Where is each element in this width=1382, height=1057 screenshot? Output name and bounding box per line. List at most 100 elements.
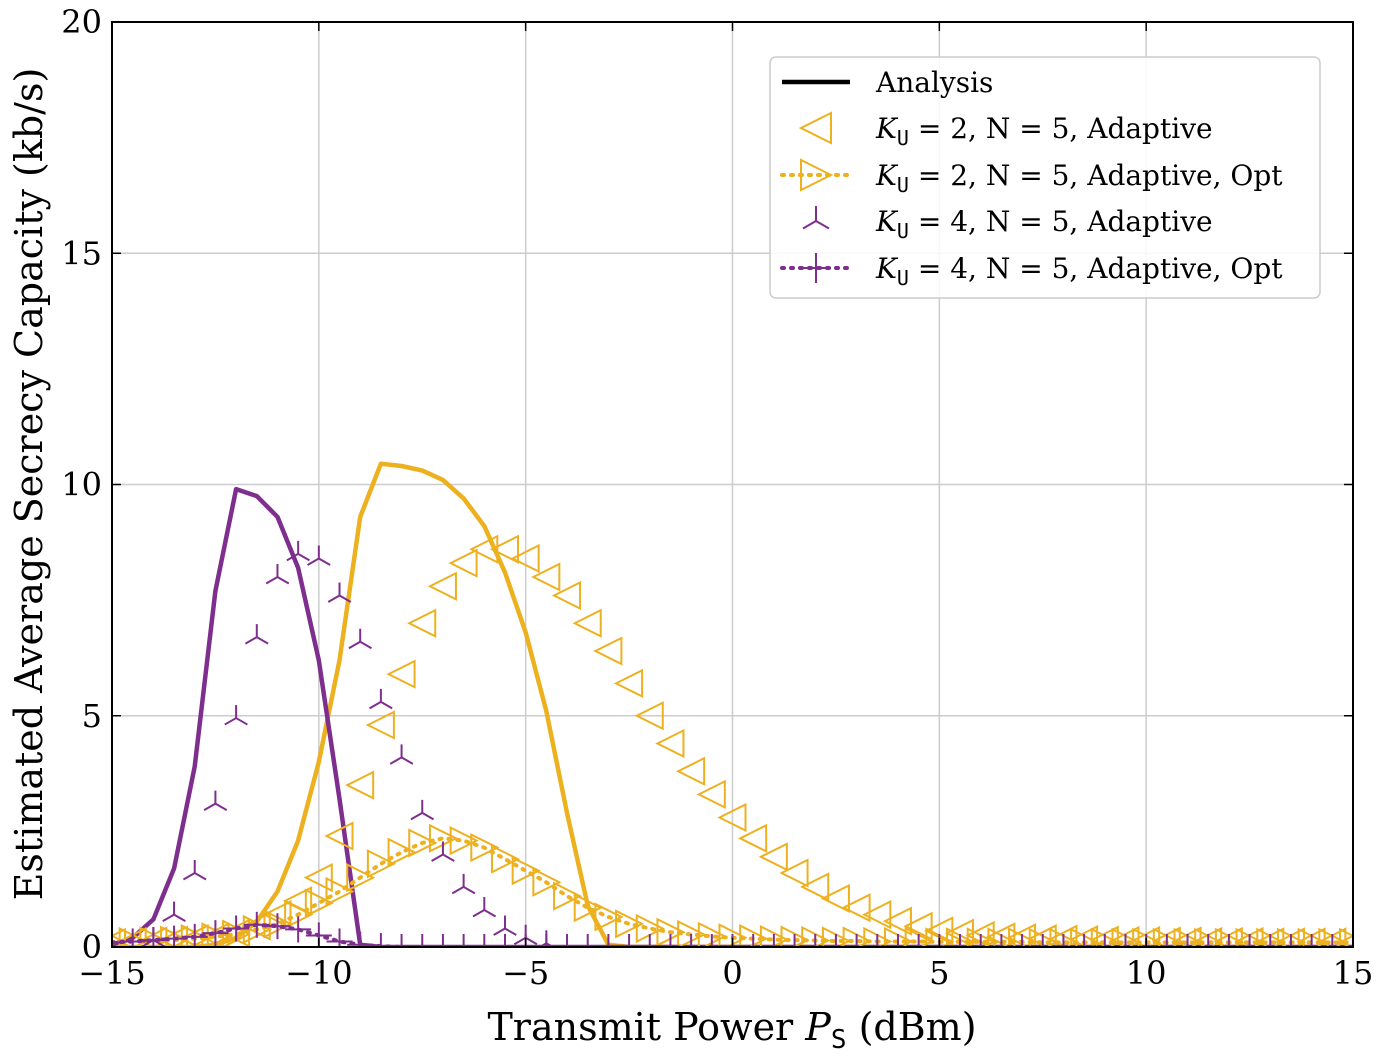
marker-triangle-right [573, 893, 603, 923]
marker-plus [678, 934, 705, 947]
marker-tri-up [327, 582, 352, 603]
marker-plus [181, 923, 208, 947]
marker-plus [1195, 934, 1222, 947]
marker-triangle-right [366, 849, 397, 879]
y-tick-label: 0 [82, 928, 102, 966]
marker-plus [801, 253, 831, 283]
x-tick-label: −15 [78, 954, 146, 992]
marker-plus [1050, 934, 1077, 947]
marker-plus [388, 934, 415, 947]
marker-plus [264, 913, 291, 940]
marker-plus [1319, 934, 1346, 947]
marker-triangle-right [532, 867, 562, 897]
marker-plus [574, 934, 601, 947]
marker-tri-up [472, 897, 497, 918]
marker-triangle-right [325, 876, 355, 907]
y-tick-label: 5 [82, 697, 102, 735]
marker-plus [988, 934, 1015, 947]
marker-plus [554, 934, 581, 947]
marker-plus [1174, 934, 1201, 947]
series-line [112, 461, 1353, 947]
marker-tri-up [265, 564, 290, 585]
marker-plus [223, 915, 250, 942]
marker-tri-up [203, 790, 228, 811]
marker-triangle-left [882, 906, 912, 936]
series-K_U = 4, N = 5, Adaptive, Opt [112, 911, 1353, 947]
marker-triangle-right [553, 881, 583, 911]
x-tick-label: 15 [1333, 954, 1374, 992]
y-axis-label: Estimated Average Secrecy Capacity (kb/s… [7, 68, 51, 901]
x-axis-label: Transmit Power PS (dBm) [487, 1005, 976, 1055]
marker-plus [884, 934, 911, 947]
marker-triangle-left [717, 802, 747, 833]
legend: Analysis KU = 2, N = 5, Adaptive KU = 2, N… [769, 56, 1321, 299]
legend-label: KU = 4, N = 5, Adaptive, Opt [875, 252, 1283, 290]
marker-plus [1029, 934, 1056, 947]
marker-triangle-left [344, 770, 375, 800]
marker-tri-up [431, 841, 455, 862]
marker-plus [533, 934, 560, 947]
marker-triangle-right [511, 856, 541, 886]
series-line [112, 486, 1353, 947]
marker-plus [429, 934, 456, 947]
marker-plus [967, 934, 994, 947]
marker-triangle-left [551, 580, 582, 611]
marker-tri-up [182, 860, 207, 881]
marker-plus [947, 934, 974, 947]
legend-label: KU = 4, N = 5, Adaptive [875, 205, 1213, 243]
marker-plus [657, 934, 684, 947]
marker-triangle-left [655, 728, 685, 759]
marker-triangle-left [324, 821, 354, 851]
x-tick-label: −5 [502, 954, 549, 992]
marker-triangle-left [696, 779, 726, 809]
marker-plus [326, 928, 353, 947]
legend-entry: Analysis [782, 66, 993, 99]
marker-triangle-right [346, 863, 376, 893]
marker-triangle-left [448, 548, 478, 578]
marker-plus [1277, 934, 1304, 947]
marker-plus [636, 934, 663, 947]
marker-triangle-right [615, 909, 645, 939]
marker-plus [285, 916, 312, 943]
marker-triangle-left [303, 863, 333, 893]
marker-triangle-right [408, 828, 438, 858]
marker-plus [1236, 934, 1263, 947]
legend-entry: KU = 2, N = 5, Adaptive, Opt [780, 158, 1283, 197]
marker-triangle-left [510, 543, 540, 574]
marker-tri-up [224, 705, 248, 726]
marker-plus [1071, 934, 1098, 947]
marker-plus [1215, 934, 1242, 947]
marker-plus [843, 934, 870, 947]
marker-tri-up [348, 628, 373, 650]
legend-entries: Analysis KU = 2, N = 5, Adaptive KU = 2, N… [780, 66, 1283, 290]
marker-plus [243, 911, 270, 938]
y-tick-label: 10 [61, 466, 102, 504]
marker-triangle-left [427, 571, 457, 601]
marker-tri-up [369, 688, 393, 710]
marker-triangle-right [470, 832, 500, 863]
marker-plus [161, 925, 188, 947]
marker-plus [140, 927, 167, 947]
legend-box [769, 56, 1321, 299]
marker-tri-up [451, 873, 476, 895]
marker-plus [450, 934, 477, 947]
legend-entry: KU = 4, N = 5, Adaptive [802, 205, 1213, 243]
series-analysis-K4 [112, 486, 1353, 947]
ticks [111, 21, 1354, 948]
marker-triangle-right [594, 902, 624, 932]
marker-plus [864, 934, 891, 947]
marker-triangle-left [634, 701, 664, 731]
marker-triangle-left [386, 659, 416, 689]
marker-plus [1009, 934, 1036, 947]
marker-triangle-left [903, 911, 933, 941]
marker-tri-up [286, 540, 310, 562]
marker-triangle-left [572, 608, 602, 638]
marker-triangle-right [387, 837, 417, 867]
legend-label: Analysis [875, 66, 993, 99]
marker-plus [1257, 934, 1284, 947]
marker-plus [1112, 934, 1139, 947]
x-tick-label: −10 [285, 954, 353, 992]
x-tick-label: 0 [722, 954, 742, 992]
marker-plus [760, 934, 787, 947]
